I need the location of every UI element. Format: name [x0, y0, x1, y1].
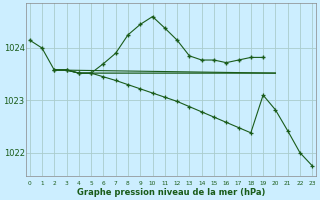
X-axis label: Graphe pression niveau de la mer (hPa): Graphe pression niveau de la mer (hPa) — [77, 188, 265, 197]
